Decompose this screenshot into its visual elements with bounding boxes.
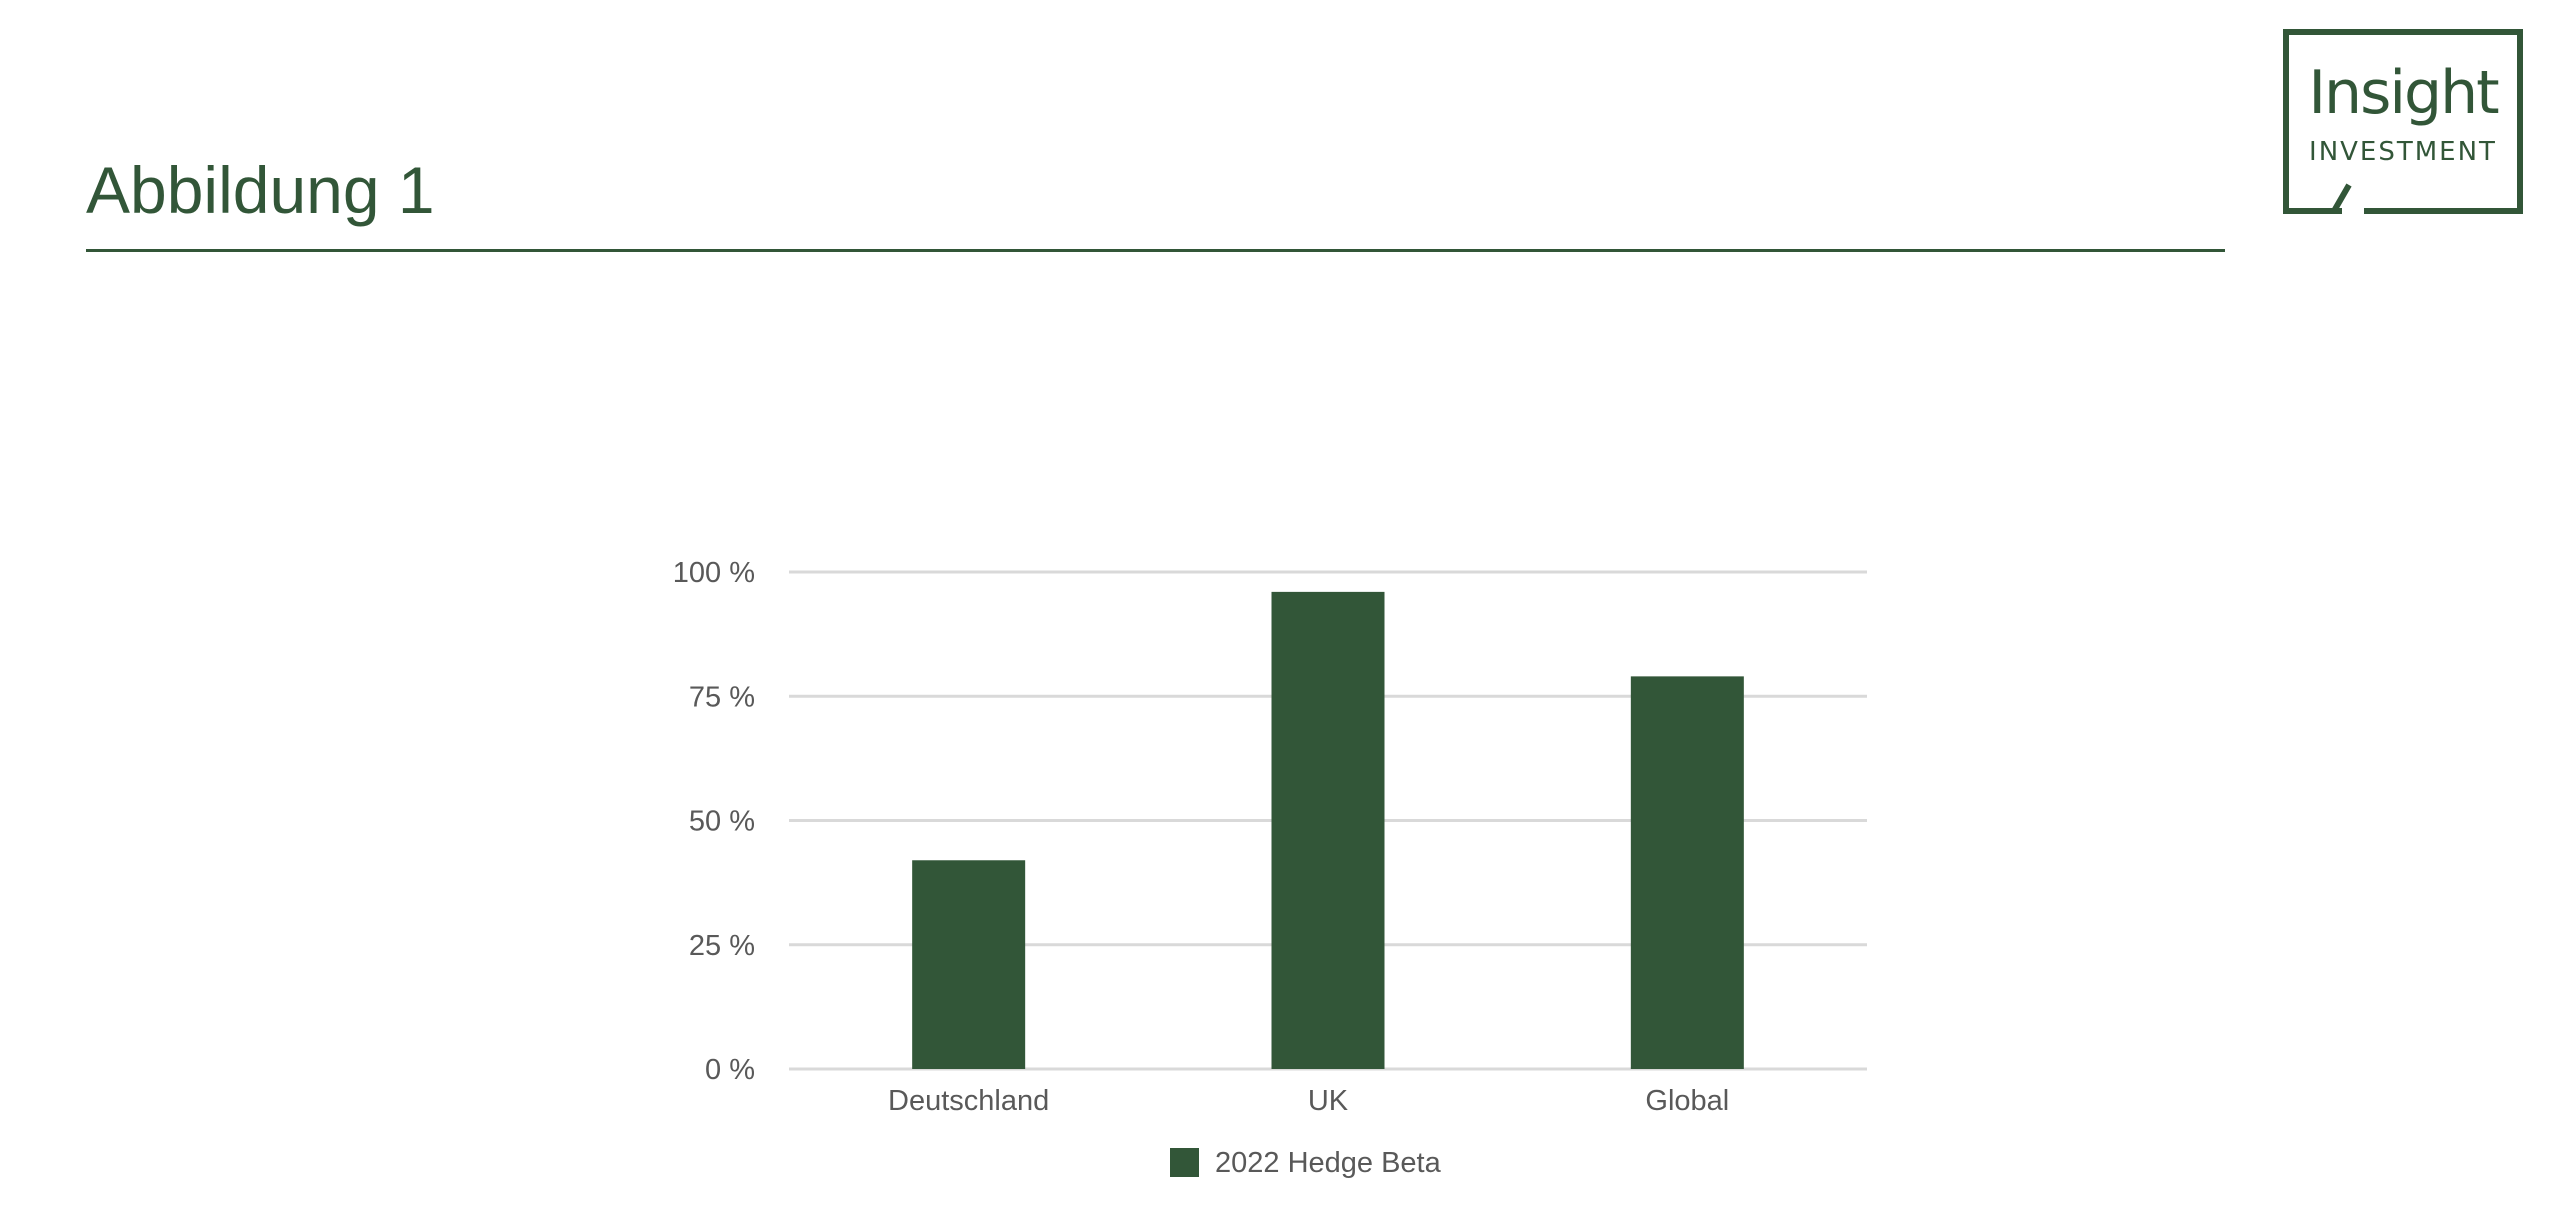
- legend-label: 2022 Hedge Beta: [1215, 1147, 1442, 1179]
- bar-deutschland: [912, 860, 1026, 1069]
- logo-subtitle: INVESTMENT: [2309, 137, 2497, 167]
- bar-global: [1630, 676, 1744, 1069]
- x-tick-label: UK: [1308, 1085, 1349, 1117]
- logo-wordmark: Insight: [2308, 58, 2499, 128]
- x-axis-labels: Deutschland UK Global: [888, 1085, 1729, 1117]
- bar-uk: [1271, 591, 1385, 1069]
- y-tick-label: 0 %: [705, 1054, 755, 1086]
- page-title: Abbildung 1: [86, 153, 435, 227]
- logo-frame: [2283, 29, 2523, 214]
- x-tick-label: Global: [1645, 1085, 1729, 1117]
- insight-investment-logo: Insight INVESTMENT: [2282, 28, 2524, 214]
- y-tick-label: 100 %: [673, 557, 755, 589]
- legend: 2022 Hedge Beta: [1170, 1147, 1442, 1179]
- y-tick-label: 50 %: [689, 806, 755, 838]
- bars: [912, 591, 1744, 1069]
- x-tick-label: Deutschland: [888, 1085, 1049, 1117]
- y-axis-ticks: 0 % 25 % 50 % 75 % 100 %: [673, 557, 755, 1086]
- y-tick-label: 25 %: [689, 930, 755, 962]
- legend-swatch: [1170, 1148, 1199, 1177]
- title-divider: [86, 249, 2225, 252]
- y-tick-label: 75 %: [689, 681, 755, 713]
